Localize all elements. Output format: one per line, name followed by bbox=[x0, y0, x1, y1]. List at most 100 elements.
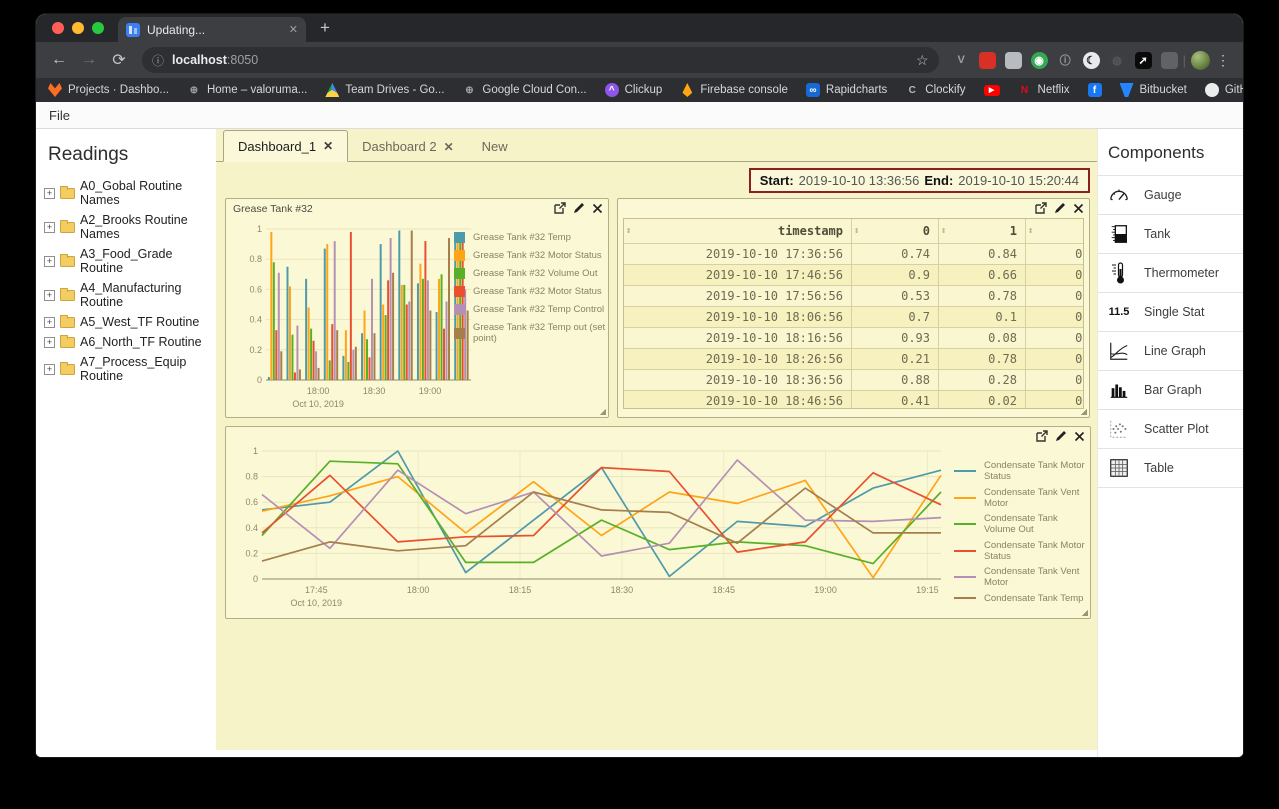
tree-item[interactable]: + A0_Gobal Routine Names bbox=[36, 176, 216, 210]
expand-icon[interactable]: + bbox=[44, 316, 55, 328]
open-in-new-icon[interactable] bbox=[1036, 430, 1048, 442]
bookmark-item[interactable]: ▶ bbox=[983, 84, 1000, 96]
sort-icon[interactable]: ↕ bbox=[854, 226, 860, 236]
component-item-gauge[interactable]: Gauge bbox=[1098, 175, 1243, 214]
legend-item[interactable]: Condensate Tank Volume Out bbox=[954, 513, 1090, 535]
chrome-menu-icon[interactable]: ⋮ bbox=[1216, 51, 1231, 68]
folder-ext-icon[interactable] bbox=[1004, 51, 1022, 69]
table-header-cell[interactable]: ↕ 1 bbox=[939, 219, 1026, 244]
bookmark-item[interactable]: C Clockify bbox=[905, 83, 966, 97]
open-in-new-icon[interactable] bbox=[1035, 202, 1047, 214]
tree-item[interactable]: + A5_West_TF Routine bbox=[36, 312, 216, 332]
bookmark-item[interactable]: Projects · Dashbo... bbox=[48, 83, 169, 97]
target-ext-icon[interactable]: ◉ bbox=[1030, 51, 1048, 69]
tree-item[interactable]: + A3_Food_Grade Routine bbox=[36, 244, 216, 278]
arrow-ext-icon[interactable]: ➚ bbox=[1134, 51, 1152, 69]
expand-icon[interactable]: + bbox=[44, 187, 55, 199]
tab-close-icon[interactable]: ✕ bbox=[288, 24, 298, 36]
svg-text:18:15: 18:15 bbox=[509, 585, 532, 595]
sort-icon[interactable]: ↕ bbox=[1028, 226, 1034, 236]
dashboard-tab-dashboard-1[interactable]: Dashboard_1 ✕ bbox=[223, 130, 349, 162]
resize-handle[interactable] bbox=[1081, 609, 1088, 616]
close-window-button[interactable] bbox=[52, 22, 64, 34]
edit-pencil-icon[interactable] bbox=[1054, 202, 1066, 214]
info-ext-icon[interactable]: ⓘ bbox=[1059, 55, 1071, 67]
new-tab-button[interactable]: + bbox=[320, 18, 330, 37]
site-info-icon[interactable]: ⓘ bbox=[152, 53, 165, 68]
clickup-icon: ^ bbox=[604, 83, 619, 97]
bookmark-item[interactable]: Bitbucket bbox=[1119, 83, 1187, 97]
tree-item[interactable]: + A6_North_TF Routine bbox=[36, 332, 216, 352]
table-header-cell[interactable]: ↕ timestamp bbox=[624, 219, 852, 244]
bookmark-item[interactable]: ^ Clickup bbox=[604, 83, 662, 97]
dashboard-tab-dashboard-2[interactable]: Dashboard 2 ✕ bbox=[348, 132, 468, 161]
legend-item[interactable]: Condensate Tank Motor Status bbox=[954, 540, 1090, 562]
dashboard-tab-new[interactable]: New bbox=[468, 132, 522, 161]
tree-item[interactable]: + A7_Process_Equip Routine bbox=[36, 352, 216, 386]
sort-icon[interactable]: ↕ bbox=[626, 226, 632, 236]
component-item-single-stat[interactable]: 11.5 Single Stat bbox=[1098, 292, 1243, 331]
tree-item-label: A3_Food_Grade Routine bbox=[80, 247, 173, 275]
tree-item[interactable]: + A2_Brooks Routine Names bbox=[36, 210, 216, 244]
minimize-window-button[interactable] bbox=[72, 22, 84, 34]
component-item-bar-graph[interactable]: Bar Graph bbox=[1098, 370, 1243, 409]
legend-item[interactable]: Grease Tank #32 Temp Control bbox=[454, 304, 608, 315]
component-item-scatter-plot[interactable]: Scatter Plot bbox=[1098, 409, 1243, 448]
tab-close-icon[interactable]: ✕ bbox=[443, 139, 454, 154]
legend-item[interactable]: Condensate Tank Vent Motor bbox=[954, 487, 1090, 509]
legend-item[interactable]: Grease Tank #32 Temp out (set point) bbox=[454, 322, 608, 344]
browser-tab[interactable]: Updating... ✕ bbox=[118, 17, 306, 42]
close-panel-icon[interactable] bbox=[1074, 431, 1085, 442]
bookmark-item[interactable]: ⊕ Google Cloud Con... bbox=[462, 83, 586, 97]
profile-avatar[interactable] bbox=[1191, 50, 1210, 70]
bookmark-star-icon[interactable]: ☆ bbox=[916, 51, 929, 68]
close-panel-icon[interactable] bbox=[1073, 203, 1084, 214]
component-item-thermometer[interactable]: Thermometer bbox=[1098, 253, 1243, 292]
close-panel-icon[interactable] bbox=[592, 203, 603, 214]
dim-ext-icon[interactable]: ◍ bbox=[1108, 51, 1126, 69]
edit-pencil-icon[interactable] bbox=[1055, 430, 1067, 442]
reload-icon[interactable]: ⟳ bbox=[112, 52, 126, 69]
bookmark-item[interactable]: f bbox=[1087, 83, 1102, 97]
v-ext-icon[interactable]: V bbox=[957, 54, 965, 66]
bookmark-item[interactable]: GitHub bbox=[1204, 83, 1243, 97]
component-item-table[interactable]: Table bbox=[1098, 448, 1243, 488]
file-menu[interactable]: File bbox=[49, 107, 70, 123]
resize-handle[interactable] bbox=[599, 408, 606, 415]
open-in-new-icon[interactable] bbox=[554, 202, 566, 214]
table-header-cell[interactable]: ↕ 0 bbox=[852, 219, 939, 244]
expand-icon[interactable]: + bbox=[44, 336, 55, 348]
legend-item[interactable]: Condensate Tank Temp bbox=[954, 593, 1090, 604]
expand-icon[interactable]: + bbox=[44, 363, 55, 375]
bookmark-item[interactable]: N Netflix bbox=[1018, 83, 1070, 97]
legend-item[interactable]: Condensate Tank Vent Motor bbox=[954, 566, 1090, 588]
legend-item[interactable]: Grease Tank #32 Temp bbox=[454, 232, 608, 243]
edit-pencil-icon[interactable] bbox=[573, 202, 585, 214]
component-item-line-graph[interactable]: Line Graph bbox=[1098, 331, 1243, 370]
resize-handle[interactable] bbox=[1080, 408, 1087, 415]
table-cell: 0.66 bbox=[939, 265, 1026, 286]
tab-close-icon[interactable]: ✕ bbox=[323, 139, 334, 153]
legend-item[interactable]: Grease Tank #32 Volume Out bbox=[454, 268, 608, 279]
expand-icon[interactable]: + bbox=[44, 289, 55, 301]
legend-item[interactable]: Grease Tank #32 Motor Status bbox=[454, 286, 608, 297]
legend-item[interactable]: Grease Tank #32 Motor Status bbox=[454, 250, 608, 261]
expand-icon[interactable]: + bbox=[44, 255, 55, 267]
address-bar[interactable]: ⓘ localhost:8050 ☆ bbox=[142, 47, 939, 73]
tree-item[interactable]: + A4_Manufacturing Routine bbox=[36, 278, 216, 312]
moon-ext-icon[interactable]: ☾ bbox=[1082, 51, 1100, 69]
bookmark-item[interactable]: ⊕ Home – valoruma... bbox=[187, 83, 308, 97]
table-header-cell[interactable]: ↕37 bbox=[1026, 219, 1083, 244]
legend-label: Condensate Tank Motor Status bbox=[984, 539, 1085, 562]
bookmark-item[interactable]: Firebase console bbox=[680, 83, 788, 97]
bookmark-item[interactable]: ∞ Rapidcharts bbox=[805, 83, 887, 97]
red-ext-icon[interactable] bbox=[978, 51, 996, 69]
back-icon[interactable]: ← bbox=[51, 51, 67, 68]
expand-icon[interactable]: + bbox=[44, 221, 55, 233]
bookmark-item[interactable]: Team Drives - Go... bbox=[325, 83, 444, 97]
component-item-tank[interactable]: Tank bbox=[1098, 214, 1243, 253]
box-ext-icon[interactable] bbox=[1160, 51, 1178, 69]
sort-icon[interactable]: ↕ bbox=[941, 226, 947, 236]
zoom-window-button[interactable] bbox=[92, 22, 104, 34]
legend-item[interactable]: Condensate Tank Motor Status bbox=[954, 460, 1090, 482]
